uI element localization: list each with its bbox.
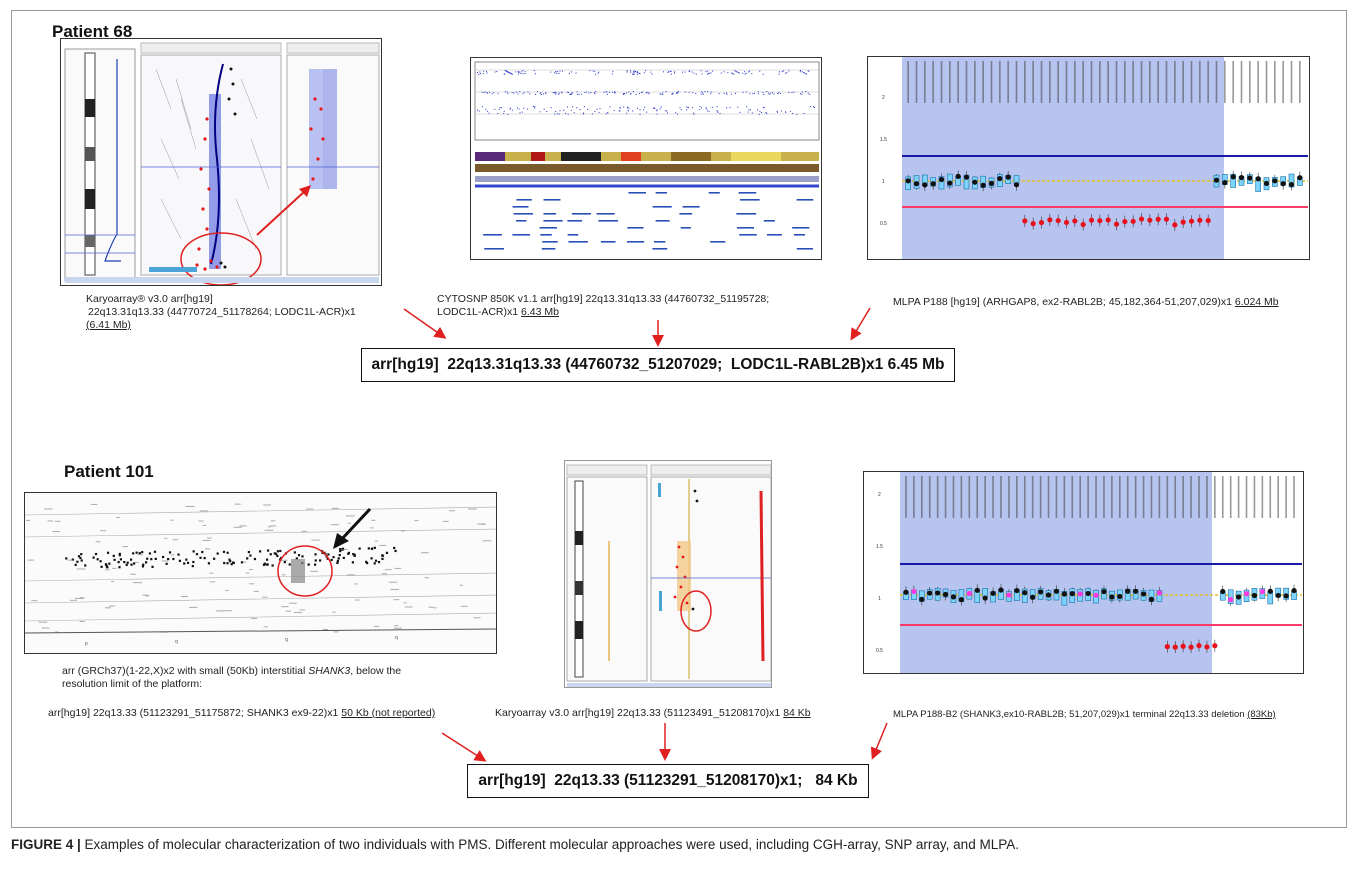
svg-text:1: 1: [878, 596, 881, 602]
p101-cgh-gene: SHANK3: [308, 665, 351, 677]
figure-caption: FIGURE 4 | Examples of molecular charact…: [11, 836, 1331, 854]
p101-cgh2-text: arr[hg19] 22q13.33 (51123291_51175872; S…: [48, 707, 342, 719]
p68-karyo-label: Karyoarray® v3.0 arr[hg19] 22q13.31q13.3…: [86, 293, 416, 332]
svg-text:q: q: [285, 637, 288, 643]
p101-mlpa-label: MLPA P188-B2 (SHANK3,ex10-RABL2B; 51,207…: [893, 708, 1333, 721]
svg-text:q: q: [175, 639, 178, 645]
p101-cgh-panel: p q q q: [24, 492, 497, 654]
p101-karyo-size: 84 Kb: [783, 707, 811, 719]
p68-karyo-line1: Karyoarray® v3.0 arr[hg19]: [86, 293, 213, 305]
p68-result-box: arr[hg19] 22q13.31q13.33 (44760732_51207…: [361, 348, 955, 382]
svg-text:0.5: 0.5: [876, 648, 883, 654]
p101-mlpa-plot: 2 1.5 1 0.5: [864, 472, 1303, 673]
p101-mlpa-text: MLPA P188-B2 (SHANK3,ex10-RABL2B; 51,207…: [893, 709, 1248, 720]
p68-mlpa-label: MLPA P188 [hg19] (ARHGAP8, ex2-RABL2B; 4…: [893, 296, 1333, 309]
p101-cgh-text3: resolution limit of the platform:: [62, 678, 203, 690]
p101-cgh-plot: p q q q: [25, 493, 496, 653]
p68-mlpa-plot: 2 1.5 1 0.5: [868, 57, 1309, 259]
p101-karyoarray-panel: [564, 460, 772, 688]
p101-karyo-label: Karyoarray v3.0 arr[hg19] 22q13.33 (5112…: [495, 707, 875, 720]
caption-text: Examples of molecular characterization o…: [80, 837, 1019, 852]
svg-text:p: p: [85, 641, 88, 647]
svg-text:1.5: 1.5: [880, 137, 887, 143]
p101-karyoarray-plot: [565, 461, 771, 687]
p101-karyo-text: Karyoarray v3.0 arr[hg19] 22q13.33 (5112…: [495, 707, 784, 719]
caption-label: FIGURE 4 |: [11, 837, 81, 852]
p68-karyo-line2: 22q13.31q13.33 (44770724_51178264; LODC1…: [88, 306, 356, 318]
p101-cgh2-label: arr[hg19] 22q13.33 (51123291_51175872; S…: [48, 707, 508, 720]
svg-text:2: 2: [878, 492, 881, 498]
p68-karyo-size: (6.41 Mb): [86, 319, 131, 331]
p101-cgh-label: arr (GRCh37)(1-22,X)x2 with small (50Kb)…: [62, 665, 487, 691]
p68-snp-plot: [471, 58, 821, 259]
p68-karyoarray-plot: [61, 39, 381, 285]
figure-frame: [11, 10, 1347, 828]
p101-cgh-text2: , below the: [350, 665, 402, 677]
patient-101-title: Patient 101: [64, 462, 154, 481]
svg-text:1.5: 1.5: [876, 544, 883, 550]
p101-mlpa-panel: 2 1.5 1 0.5: [863, 471, 1304, 674]
svg-text:1: 1: [882, 179, 885, 185]
p68-mlpa-size: 6.024 Mb: [1234, 296, 1279, 308]
svg-text:0.5: 0.5: [880, 221, 887, 227]
p68-snp-line2: LODC1L-ACR)x1: [437, 306, 522, 318]
patient-68-title: Patient 68: [52, 22, 133, 41]
p68-snp-line1: CYTOSNP 850K v1.1 arr[hg19] 22q13.31q13.…: [437, 293, 770, 305]
p101-mlpa-size: (83Kb): [1247, 709, 1276, 720]
p68-snp-size: 6.43 Mb: [521, 306, 559, 318]
svg-text:q: q: [395, 635, 398, 641]
p101-cgh-text1: arr (GRCh37)(1-22,X)x2 with small (50Kb)…: [62, 665, 309, 677]
p101-cgh2-size: 50 Kb (not reported): [341, 707, 436, 719]
p68-karyoarray-panel: [60, 38, 382, 286]
p101-result-box: arr[hg19] 22q13.33 (51123291_51208170)x1…: [467, 764, 869, 798]
p68-mlpa-panel: 2 1.5 1 0.5: [867, 56, 1310, 260]
p68-mlpa-text: MLPA P188 [hg19] (ARHGAP8, ex2-RABL2B; 4…: [893, 296, 1235, 308]
p68-snp-label: CYTOSNP 850K v1.1 arr[hg19] 22q13.31q13.…: [437, 293, 837, 319]
p68-snp-panel: [470, 57, 822, 260]
svg-text:2: 2: [882, 95, 885, 101]
